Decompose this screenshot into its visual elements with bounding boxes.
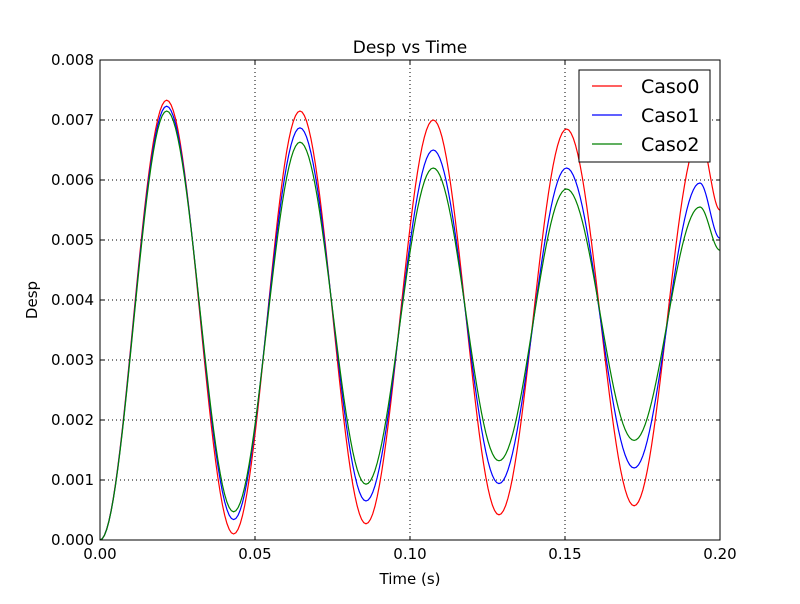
legend-label: Caso0 <box>641 76 700 98</box>
series-lines <box>100 99 720 540</box>
y-tick-label: 0.003 <box>51 351 94 369</box>
y-tick-label: 0.007 <box>51 111 94 129</box>
y-tick-label: 0.005 <box>51 231 94 249</box>
y-tick-label: 0.008 <box>51 51 94 69</box>
series-line-caso0 <box>100 99 720 540</box>
y-tick-label: 0.002 <box>51 411 94 429</box>
y-tick-label: 0.004 <box>51 291 94 309</box>
y-tick-label: 0.001 <box>51 471 94 489</box>
series-line-caso2 <box>100 110 720 540</box>
legend: Caso0 Caso1 Caso2 <box>578 69 711 163</box>
ticks: 0.00 0.05 0.10 0.15 0.20 0.000 0.001 0.002 0.003… <box>51 51 737 563</box>
x-axis-label: Time (s) <box>379 570 441 588</box>
y-axis-label: Desp <box>23 281 41 319</box>
x-tick-label: 0.00 <box>83 545 116 563</box>
x-tick-label: 0.15 <box>548 545 581 563</box>
x-tick-label: 0.05 <box>238 545 271 563</box>
y-tick-label: 0.000 <box>51 531 94 549</box>
x-tick-label: 0.10 <box>393 545 426 563</box>
legend-label: Caso1 <box>641 105 700 127</box>
y-tick-label: 0.006 <box>51 171 94 189</box>
legend-box <box>578 69 711 163</box>
chart-title: Desp vs Time <box>353 38 468 58</box>
x-tick-label: 0.20 <box>703 545 736 563</box>
legend-label: Caso2 <box>641 134 700 156</box>
series-line-caso1 <box>100 105 720 540</box>
